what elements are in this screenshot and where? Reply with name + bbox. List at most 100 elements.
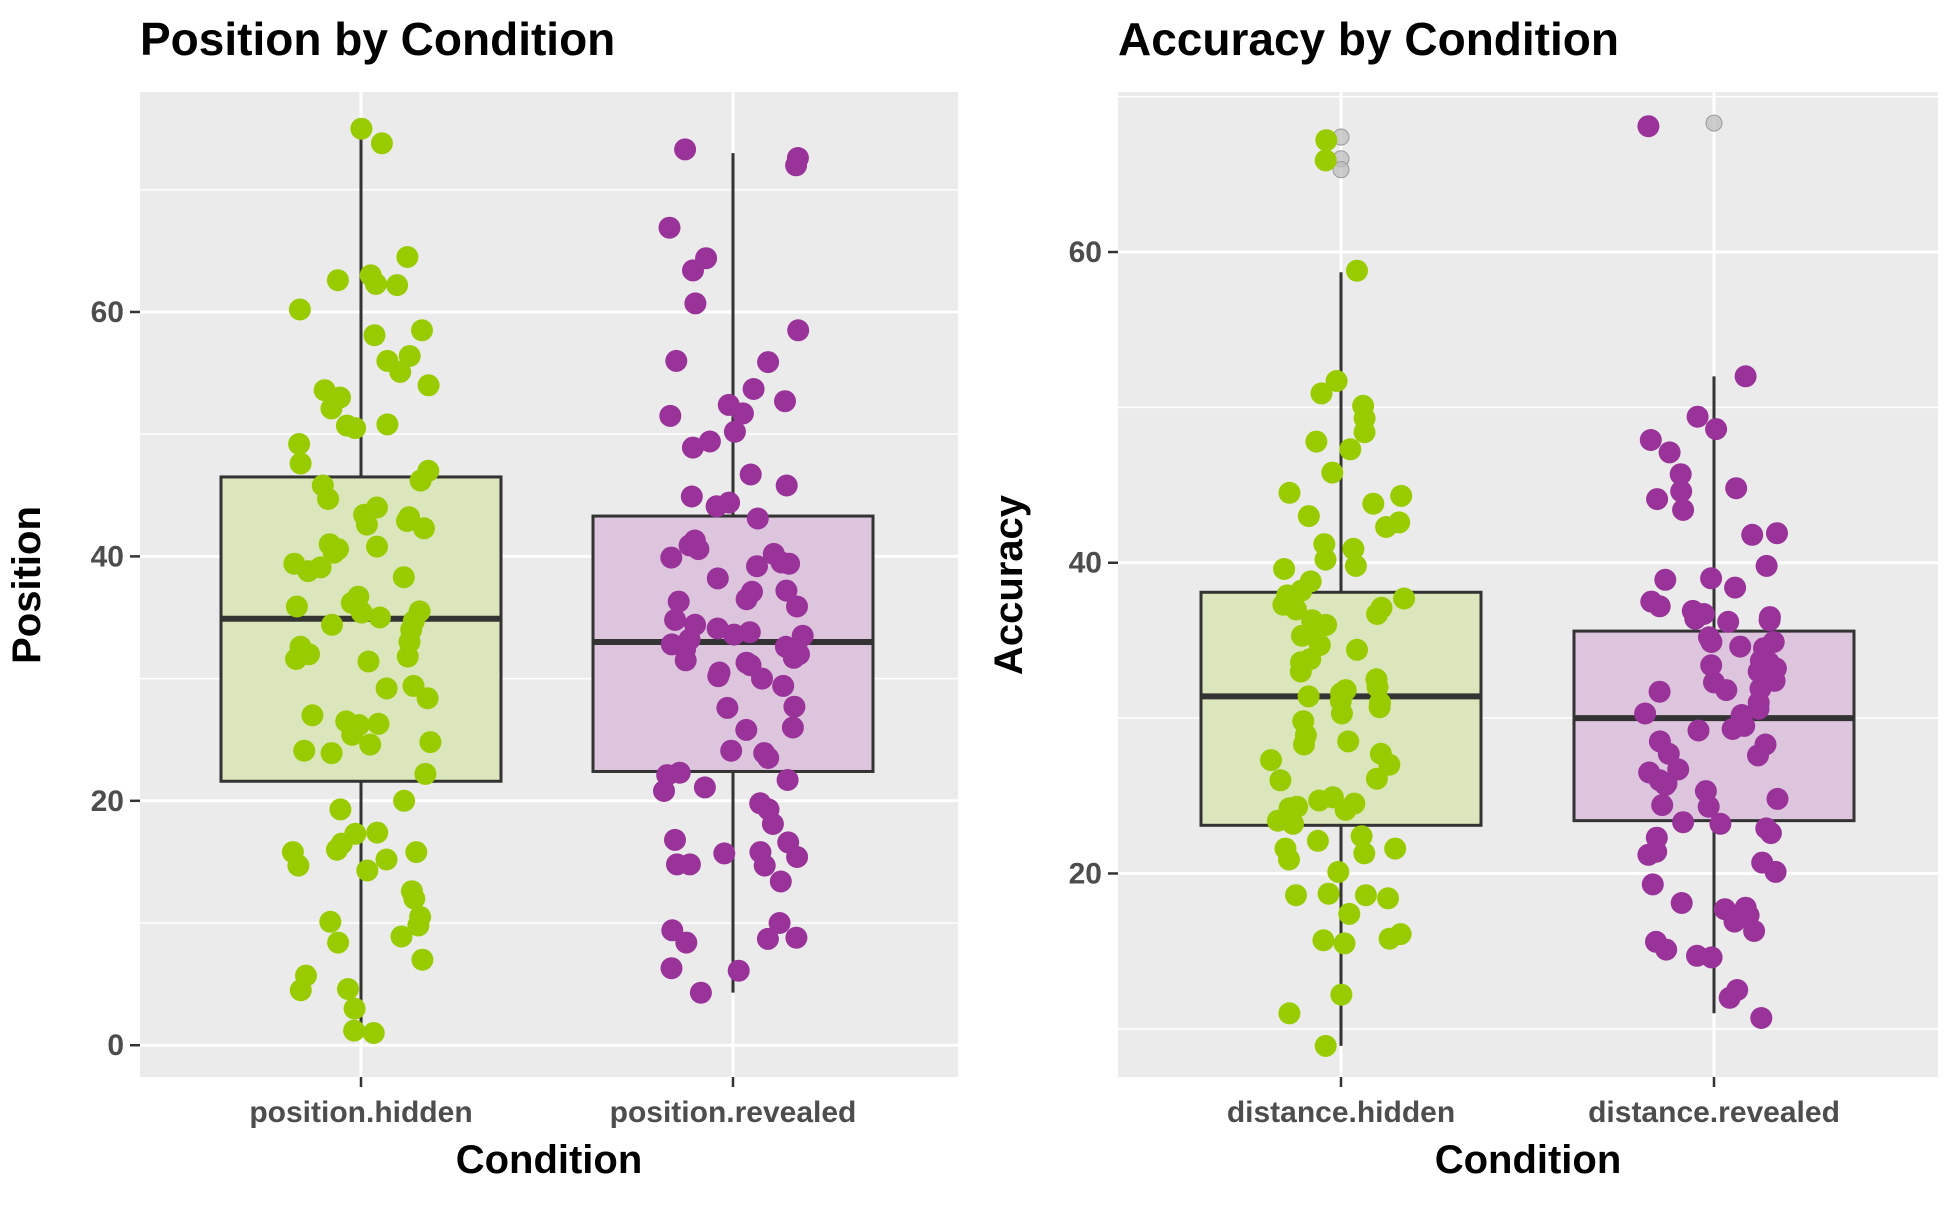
data-point (723, 420, 746, 443)
data-point (776, 769, 799, 791)
data-point (356, 859, 379, 882)
data-point (1305, 430, 1328, 453)
data-point (785, 154, 808, 177)
data-point (1330, 702, 1353, 725)
data-point (751, 667, 773, 690)
data-point (1741, 523, 1764, 546)
data-point (785, 926, 808, 949)
data-point (1278, 1002, 1301, 1025)
data-point (1289, 660, 1312, 683)
data-point (674, 138, 697, 161)
chart-title: Accuracy by Condition (1118, 13, 1619, 65)
data-point (775, 579, 798, 602)
x-tick-label: distance.revealed (1588, 1096, 1840, 1129)
data-point (1285, 884, 1307, 907)
data-point (1747, 660, 1770, 683)
data-point (407, 914, 430, 937)
data-point (1368, 696, 1391, 719)
data-point (341, 723, 364, 746)
data-point (1700, 654, 1723, 677)
data-point (664, 828, 686, 851)
data-point (1724, 576, 1747, 599)
data-point (1346, 638, 1368, 661)
data-point (375, 677, 398, 700)
data-point (727, 959, 750, 982)
data-point (1291, 624, 1313, 647)
data-point (1285, 598, 1307, 621)
data-point (1717, 610, 1740, 633)
data-point (1297, 505, 1320, 528)
data-point (416, 687, 439, 710)
data-point (1634, 702, 1657, 725)
data-point (769, 870, 792, 893)
data-point (705, 495, 728, 518)
data-point (753, 854, 776, 877)
data-point (327, 931, 350, 954)
data-point (1721, 718, 1744, 740)
data-point (1759, 822, 1782, 845)
y-axis-title: Accuracy (987, 494, 1031, 675)
data-point (1670, 480, 1693, 503)
data-point (742, 378, 765, 400)
data-point (706, 567, 729, 590)
data-point (1308, 789, 1331, 812)
data-point (366, 821, 389, 844)
data-point (1390, 484, 1413, 507)
data-point (1637, 843, 1660, 866)
data-point (735, 588, 758, 611)
data-point (1339, 438, 1362, 461)
data-point (774, 390, 796, 413)
data-point (1362, 492, 1385, 515)
data-point (389, 360, 412, 383)
data-point (1655, 938, 1678, 961)
y-tick-label: 40 (91, 540, 124, 573)
data-point (1312, 929, 1335, 952)
data-point (1705, 418, 1728, 441)
data-point (1314, 149, 1337, 172)
y-axis-title: Position (5, 506, 49, 664)
data-point (1297, 685, 1320, 708)
data-point (1314, 548, 1337, 571)
chart-panel-1: Position by Condition 0 20 40 60 position.hid… (5, 13, 958, 1182)
data-point (301, 704, 324, 727)
data-point (761, 813, 784, 835)
data-point (1764, 860, 1787, 883)
data-point (674, 649, 697, 672)
data-point (1366, 603, 1389, 625)
data-point (680, 485, 703, 508)
data-point (1269, 769, 1292, 792)
data-point (1758, 609, 1781, 632)
data-point (1755, 554, 1778, 577)
data-point (1321, 461, 1344, 484)
data-point (757, 747, 780, 769)
data-point (350, 601, 373, 624)
data-point (689, 981, 712, 1004)
data-point (396, 645, 419, 668)
data-point (660, 546, 683, 569)
outlier-point (1705, 114, 1723, 132)
y-tick-label: 20 (91, 785, 124, 818)
data-point (682, 259, 704, 282)
data-point (1669, 463, 1692, 486)
data-point (1377, 887, 1399, 910)
data-point (320, 397, 343, 420)
data-point (1670, 892, 1693, 914)
y-tick-label: 40 (1069, 547, 1102, 580)
data-point (1743, 920, 1766, 942)
y-tick-label: 0 (107, 1029, 124, 1062)
data-point (1672, 811, 1695, 834)
data-point (289, 452, 312, 475)
data-point (1354, 884, 1377, 907)
data-point (735, 718, 758, 741)
data-point (396, 510, 418, 532)
data-point (1293, 733, 1315, 756)
data-point (297, 560, 320, 583)
data-point (1278, 481, 1301, 504)
data-point (362, 1022, 385, 1044)
data-point (723, 623, 745, 646)
data-point (1639, 429, 1662, 451)
outlier-point (1332, 161, 1350, 179)
data-point (417, 374, 440, 397)
data-point (756, 927, 779, 950)
